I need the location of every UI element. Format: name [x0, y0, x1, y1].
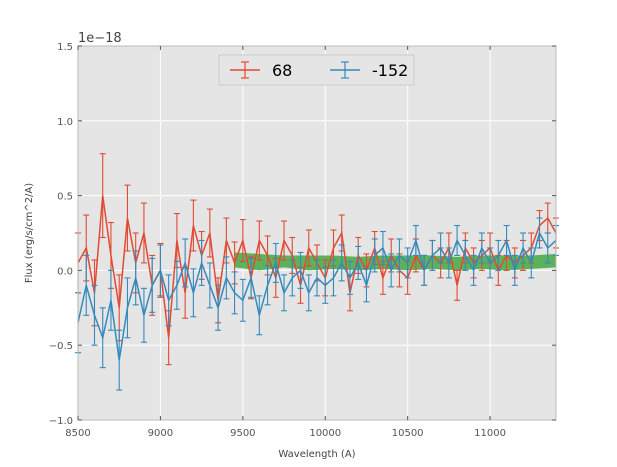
- offset-label: 1e−18: [78, 31, 122, 46]
- x-tick-label-2: 9500: [230, 428, 255, 439]
- x-tick-label-1: 9000: [148, 428, 173, 439]
- axes: 8500 9000 9500 10000 10500 11000 −1.0 −0.5 0.0 0.…: [49, 42, 557, 439]
- y-tick-label-2: 0.0: [57, 266, 73, 277]
- legend-label-152: -152: [372, 61, 408, 80]
- plot-frame: [77, 45, 557, 421]
- x-tick-label-0: 8500: [65, 428, 90, 439]
- x-tick-label-4: 10500: [392, 428, 424, 439]
- legend: 68 -152: [218, 54, 415, 86]
- legend-item-152: -152: [330, 61, 408, 80]
- series-line-1: [77, 231, 557, 361]
- x-axis-title: Wavelength (A): [278, 449, 355, 460]
- y-tick-label-4: 1.0: [57, 117, 73, 128]
- x-tick-label-5: 11000: [474, 428, 506, 439]
- y-tick-label-3: 0.5: [57, 192, 73, 203]
- x-tick-label-3: 10000: [309, 428, 341, 439]
- plot-area: [78, 46, 556, 420]
- y-tick-label-0: −1.0: [49, 416, 73, 427]
- legend-item-68: 68: [230, 61, 292, 80]
- legend-label-68: 68: [272, 61, 292, 80]
- y-tick-label-5: 1.5: [57, 42, 73, 53]
- series-layer: [75, 153, 559, 391]
- y-tick-label-1: −0.5: [49, 341, 73, 352]
- series-1: [75, 217, 559, 391]
- y-axis-title: Flux (erg/s/cm^2/A): [24, 183, 35, 283]
